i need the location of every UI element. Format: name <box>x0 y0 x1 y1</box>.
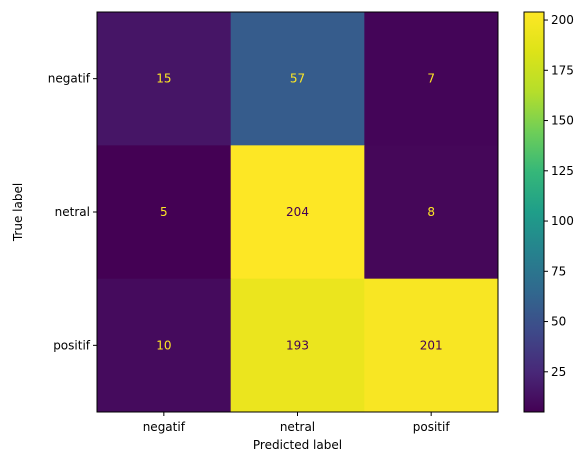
y-axis: negatif netral positif <box>48 72 97 352</box>
heatmap-cell <box>230 278 365 413</box>
heatmap-cell-labels: 15 57 7 5 204 8 10 193 201 <box>156 72 442 353</box>
colorbar-tick-label: 200 <box>551 13 574 27</box>
colorbar <box>523 11 545 413</box>
cell-value-label: 15 <box>156 72 171 86</box>
x-tick-label: negatif <box>143 420 186 434</box>
colorbar-tick-label: 75 <box>551 264 566 278</box>
x-tick-label: positif <box>413 420 451 434</box>
cell-value-label: 204 <box>286 205 309 219</box>
y-tick-label: netral <box>55 205 90 219</box>
y-axis-label: True label <box>11 183 25 242</box>
heatmap-cell <box>97 278 232 413</box>
cell-value-label: 201 <box>420 338 443 352</box>
x-axis: negatif netral positif <box>143 412 451 434</box>
cell-value-label: 10 <box>156 338 171 352</box>
colorbar-tick-label: 125 <box>551 164 574 178</box>
heatmap-cell <box>364 278 499 413</box>
heatmap-cell <box>230 145 365 280</box>
heatmap-cell <box>364 145 499 280</box>
heatmap-cell <box>364 12 499 146</box>
colorbar-ticks: 25 50 75 100 125 150 175 200 <box>544 13 574 379</box>
heatmap-cell <box>97 12 232 146</box>
cell-value-label: 193 <box>286 338 309 352</box>
colorbar-tick-label: 150 <box>551 114 574 128</box>
cell-value-label: 5 <box>160 205 168 219</box>
x-tick-label: netral <box>280 420 315 434</box>
heatmap-cells <box>97 12 499 413</box>
colorbar-tick-label: 50 <box>551 315 566 329</box>
heatmap-cell <box>230 12 365 146</box>
y-tick-label: positif <box>53 338 91 352</box>
cell-value-label: 57 <box>290 72 305 86</box>
cell-value-label: 8 <box>427 205 435 219</box>
y-tick-label: negatif <box>48 72 91 86</box>
colorbar-tick-label: 100 <box>551 214 574 228</box>
cell-value-label: 7 <box>427 72 435 86</box>
x-axis-label: Predicted label <box>253 438 342 452</box>
heatmap-cell <box>97 145 232 280</box>
colorbar-tick-label: 25 <box>551 365 566 379</box>
colorbar-tick-label: 175 <box>551 63 574 77</box>
